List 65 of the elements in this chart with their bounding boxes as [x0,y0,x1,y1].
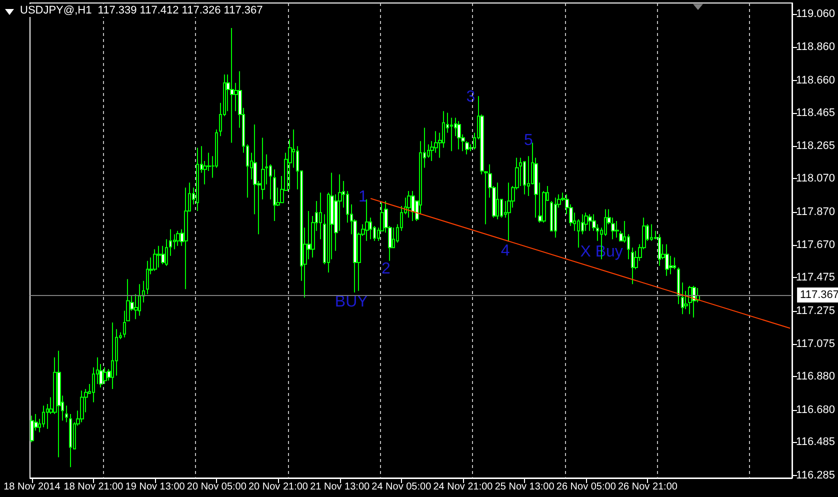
candlestick [588,214,592,232]
annotation: 4 [500,242,510,260]
candlestick [665,244,669,276]
y-tick-label: 118.465 [796,106,836,119]
y-tick-label: 116.485 [796,436,836,448]
y-tick-label: 118.265 [796,140,836,152]
candlestick [365,198,369,242]
candlestick [319,192,322,240]
x-tick-label: 19 Nov 13:00 [125,482,186,492]
candlestick [554,197,557,238]
candlestick [157,245,161,268]
candlestick [407,190,411,218]
x-tick-label: 26 Nov 21:00 [618,482,678,492]
candlestick [65,405,68,423]
candlestick [584,212,588,232]
candlestick [496,182,499,220]
candlestick [42,405,45,428]
x-tick-label: 24 Nov 21:00 [433,482,494,492]
candlestick [230,27,234,144]
candlestick [176,230,180,246]
candlestick [677,267,680,305]
y-tick-label: 117.670 [796,239,836,252]
candlestick [650,224,653,242]
y-tick-label: 117.475 [796,272,836,284]
annotation: 1 [358,188,368,206]
x-tick-label: 25 Nov 13:00 [494,482,555,492]
y-tick-label: 117.075 [796,338,836,350]
y-tick-label: 118.860 [796,41,836,54]
candlestick [138,284,141,316]
candlestick [450,117,453,152]
annotation: 5 [524,132,533,149]
candlestick [111,322,114,390]
y-tick-label: 119.060 [796,8,836,20]
y-tick-label: 116.285 [796,470,836,482]
candlestick [658,234,661,266]
annotation: 2 [382,260,391,278]
x-tick-label: 24 Nov 05:00 [372,482,432,492]
x-tick-label: 21 Nov 13:00 [310,482,370,492]
candlestick [57,350,61,458]
candlestick [103,366,107,384]
y-tick-label: 118.660 [796,74,836,86]
candlestick [146,260,149,295]
y-tick-label: 117.870 [796,206,836,218]
chart-title: USDJPY@,H1 117.339 117.412 117.326 117.367 [20,4,263,16]
x-tick-label: 18 Nov 2014 [4,482,61,492]
y-tick-label: 116.880 [796,370,836,383]
candlestick [80,390,84,423]
candlestick [681,282,684,315]
candlestick [273,168,276,222]
x-tick-label: 26 Nov 05:00 [556,482,616,492]
candlestick [631,247,634,285]
y-tick-label: 117.275 [796,304,836,317]
x-tick-label: 20 Nov 05:00 [186,482,247,492]
candlestick [615,220,619,238]
candlestick [507,182,511,242]
candlestick [196,147,199,212]
candlestick [411,190,415,222]
y-tick-label: 116.680 [796,404,836,416]
candlestick [153,248,157,272]
candlestick [69,413,72,468]
candlestick [673,257,676,270]
candlestick [457,120,461,150]
x-tick-label: 18 Nov 21:00 [64,482,124,492]
y-tick-label: 118.070 [796,172,836,185]
x-tick-label: 20 Nov 21:00 [248,482,308,492]
